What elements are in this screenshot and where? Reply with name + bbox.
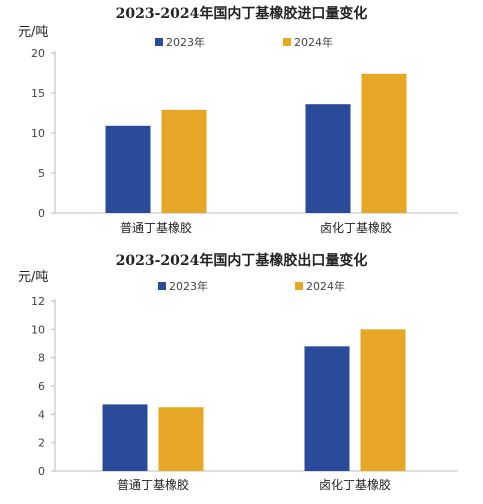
legend-label: 2023年 — [169, 279, 208, 293]
x-category-label: 普通丁基橡胶 — [120, 220, 192, 235]
y-tick-label: 10 — [31, 323, 45, 336]
y-tick-label: 15 — [31, 87, 45, 100]
bar-2024 — [360, 329, 406, 471]
export-chart-plot: 0 2 4 6 8 10 12 普通丁基橡胶 卤化丁基橡胶 2023年 2024年 — [31, 279, 458, 492]
chart-title: 2023-2024年国内丁基橡胶进口量变化 — [115, 6, 368, 22]
y-tick-label: 2 — [38, 437, 45, 450]
legend-swatch — [283, 38, 291, 46]
legend-label: 2023年 — [166, 35, 205, 49]
bar-2023 — [105, 125, 151, 213]
y-tick-label: 20 — [31, 47, 45, 60]
y-tick-label: 10 — [31, 127, 45, 140]
y-axis-label: 元/吨 — [18, 270, 49, 285]
y-tick-label: 6 — [38, 380, 45, 393]
y-tick-label: 8 — [38, 352, 45, 365]
y-tick-label: 4 — [38, 408, 45, 421]
legend-label: 2024年 — [294, 35, 333, 49]
y-tick-label: 0 — [38, 465, 45, 478]
legend-swatch — [155, 38, 163, 46]
y-axis-label: 元/吨 — [18, 25, 49, 40]
import-chart: 2023-2024年国内丁基橡胶进口量变化 元/吨 0 5 10 15 20 普通丁基橡胶… — [0, 0, 483, 248]
import-chart-plot: 0 5 10 15 20 普通丁基橡胶 卤化丁基橡胶 2023年 2024年 — [31, 35, 458, 235]
bar-2024 — [158, 407, 204, 471]
bar-2023 — [305, 104, 351, 213]
legend-swatch — [158, 282, 166, 290]
x-category-label: 普通丁基橡胶 — [117, 477, 189, 492]
bar-2024 — [161, 109, 207, 213]
chart-title: 2023-2024年国内丁基橡胶出口量变化 — [115, 253, 368, 269]
export-chart: 2023-2024年国内丁基橡胶出口量变化 元/吨 0 2 4 6 8 10 12 普通丁基橡… — [0, 248, 483, 504]
bar-2023 — [102, 404, 148, 471]
legend-label: 2024年 — [306, 279, 345, 293]
x-category-label: 卤化丁基橡胶 — [320, 220, 392, 235]
y-tick-label: 5 — [38, 167, 45, 180]
y-tick-label: 0 — [38, 207, 45, 220]
y-tick-label: 12 — [31, 295, 45, 308]
bar-2024 — [361, 73, 407, 213]
bar-2023 — [304, 346, 350, 471]
legend-swatch — [295, 282, 303, 290]
x-category-label: 卤化丁基橡胶 — [319, 477, 391, 492]
